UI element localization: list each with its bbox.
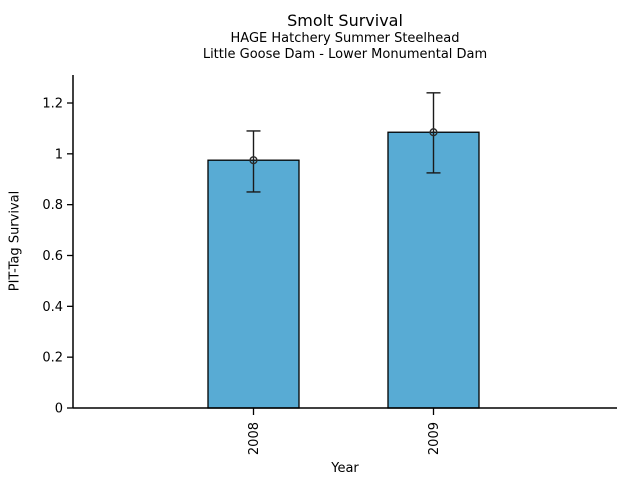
y-tick-label: 0.4 bbox=[42, 300, 63, 315]
x-tick-label: 2008 bbox=[247, 422, 262, 455]
chart-subtitle-2: Little Goose Dam - Lower Monumental Dam bbox=[202, 47, 488, 62]
y-tick-label: 0 bbox=[55, 402, 63, 417]
chart-title: Smolt Survival bbox=[287, 11, 403, 30]
bar-2009 bbox=[387, 131, 480, 409]
data-point-marker-2008 bbox=[249, 156, 258, 165]
y-tick-label: 1.2 bbox=[42, 97, 63, 112]
x-axis-label: Year bbox=[331, 461, 359, 476]
y-tick-label: 0.2 bbox=[42, 351, 63, 366]
y-tick-label: 1 bbox=[55, 147, 63, 162]
bar-2008 bbox=[207, 159, 300, 409]
chart-subtitle-1: HAGE Hatchery Summer Steelhead bbox=[230, 31, 460, 46]
x-tick-label: 2009 bbox=[427, 422, 442, 455]
data-point-marker-2009 bbox=[429, 128, 438, 137]
y-tick-label: 0.8 bbox=[42, 198, 63, 213]
y-tick-label: 0.6 bbox=[42, 249, 63, 264]
